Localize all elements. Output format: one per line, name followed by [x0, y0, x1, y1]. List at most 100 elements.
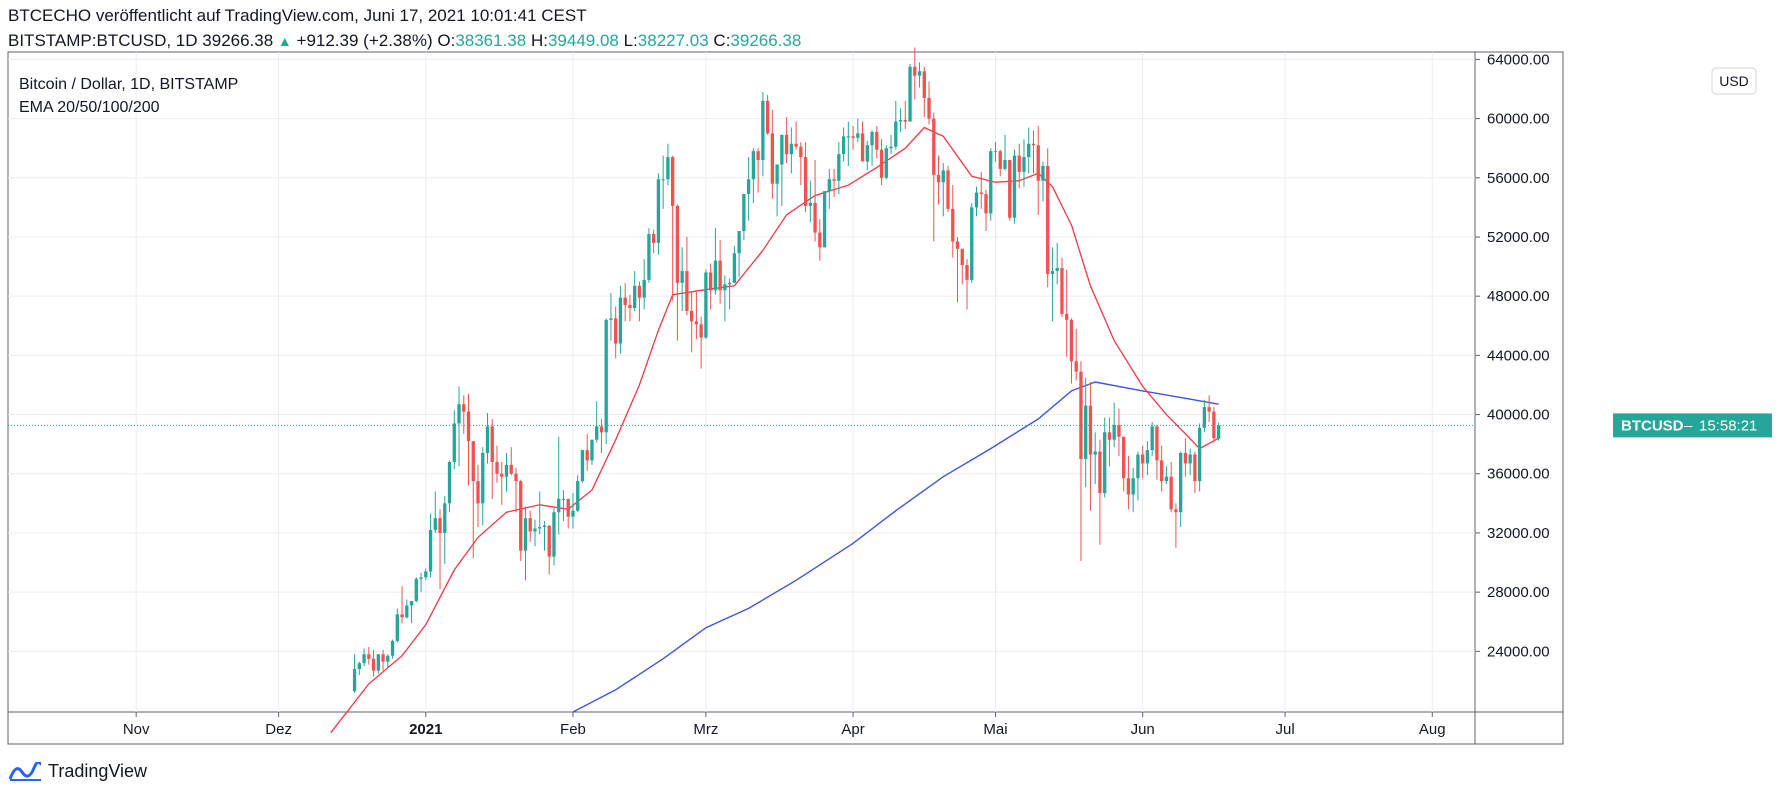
candle: [481, 447, 485, 526]
candle-body: [576, 481, 580, 511]
candle: [1079, 361, 1083, 562]
candle-body: [481, 453, 485, 504]
candle-body: [1159, 460, 1164, 482]
candle: [1136, 451, 1140, 501]
candle: [1141, 445, 1145, 479]
candle-body: [951, 208, 955, 242]
price-change: +912.39 (+2.38%): [296, 31, 433, 50]
candle-body: [941, 170, 945, 183]
candle: [1031, 130, 1036, 174]
candle-body: [514, 473, 518, 482]
time-tick-label: Aug: [1419, 721, 1446, 738]
candle-body: [989, 151, 993, 214]
candle-body: [1193, 454, 1197, 482]
candle-body: [837, 154, 841, 181]
candle: [557, 436, 561, 535]
legend-title: Bitcoin / Dollar, 1D, BITSTAMP: [19, 76, 238, 93]
candle: [504, 453, 509, 492]
currency-button[interactable]: USD: [1711, 67, 1757, 95]
candle: [509, 447, 513, 476]
candle-body: [500, 473, 504, 477]
tradingview-brand[interactable]: TradingView: [8, 761, 147, 782]
open-label: O:: [437, 31, 456, 50]
candle: [580, 450, 585, 483]
candle-body: [595, 426, 599, 440]
candle: [528, 510, 532, 542]
candle-body: [1084, 405, 1088, 459]
candle: [419, 572, 423, 593]
candle: [547, 525, 551, 575]
candle: [614, 306, 618, 359]
candle-body: [428, 529, 433, 572]
candle-body: [604, 319, 608, 433]
candle-body: [832, 179, 836, 181]
candle: [974, 186, 979, 217]
candle-body: [946, 170, 950, 209]
candle: [680, 247, 684, 311]
time-tick-label: Mai: [983, 721, 1007, 738]
time-tick-label: Jun: [1131, 721, 1155, 738]
candle-body: [457, 404, 461, 424]
price-tag-symbol: BTCUSD: [1621, 417, 1684, 434]
price-tag: BTCUSD – 15:58:21: [1613, 413, 1772, 438]
candle-body: [827, 179, 831, 192]
candle-body: [557, 498, 561, 513]
candle-body: [699, 324, 703, 338]
chart-frame: [7, 51, 1564, 745]
candle: [1088, 382, 1093, 511]
candle: [1178, 451, 1183, 528]
candle-body: [352, 669, 357, 692]
candle: [1084, 377, 1088, 488]
candle-body: [528, 518, 532, 532]
candle: [761, 91, 765, 177]
candle-body: [647, 234, 651, 280]
candle: [1122, 436, 1126, 492]
candle-body: [1055, 268, 1059, 272]
candle: [998, 149, 1002, 177]
candle: [1027, 127, 1031, 174]
candle: [1159, 445, 1164, 492]
candle-body: [447, 461, 452, 504]
candle-body: [519, 481, 523, 551]
candle: [951, 185, 955, 258]
candle: [732, 245, 737, 283]
candle: [718, 239, 722, 304]
candle-body: [917, 71, 922, 76]
candle-body: [571, 510, 575, 517]
candle-body: [799, 146, 803, 158]
candle: [500, 461, 504, 505]
candle: [713, 228, 718, 295]
candle: [656, 173, 661, 255]
candle-body: [751, 151, 756, 180]
ohlc-header: BITSTAMP:BTCUSD, 1D 39266.38 ▲ +912.39 (…: [8, 31, 801, 51]
candle: [746, 157, 751, 221]
candle-body: [704, 272, 708, 338]
candle-body: [913, 66, 917, 76]
candle: [457, 386, 461, 467]
candle: [1164, 466, 1169, 485]
candle-body: [680, 271, 684, 283]
price-tick-label: 36000.00: [1487, 466, 1550, 483]
candle: [1022, 139, 1026, 187]
candle: [542, 521, 547, 551]
candle: [1169, 461, 1173, 513]
candle: [879, 139, 884, 186]
candle: [618, 285, 623, 354]
candle-body: [547, 525, 551, 557]
time-tick-label: Feb: [560, 721, 586, 738]
price-tag-separator: –: [1684, 417, 1693, 434]
candle: [1017, 143, 1021, 189]
candle-body: [1212, 411, 1216, 439]
candle: [708, 263, 713, 310]
candle-body: [884, 148, 888, 178]
candle-body: [685, 271, 689, 311]
candle: [661, 155, 665, 209]
candle-body: [656, 179, 661, 243]
candle-body: [1031, 143, 1036, 146]
candle: [970, 202, 974, 283]
candle-body: [1183, 453, 1188, 464]
candle-body: [542, 525, 547, 528]
candle: [405, 599, 409, 619]
candle-body: [979, 192, 983, 195]
